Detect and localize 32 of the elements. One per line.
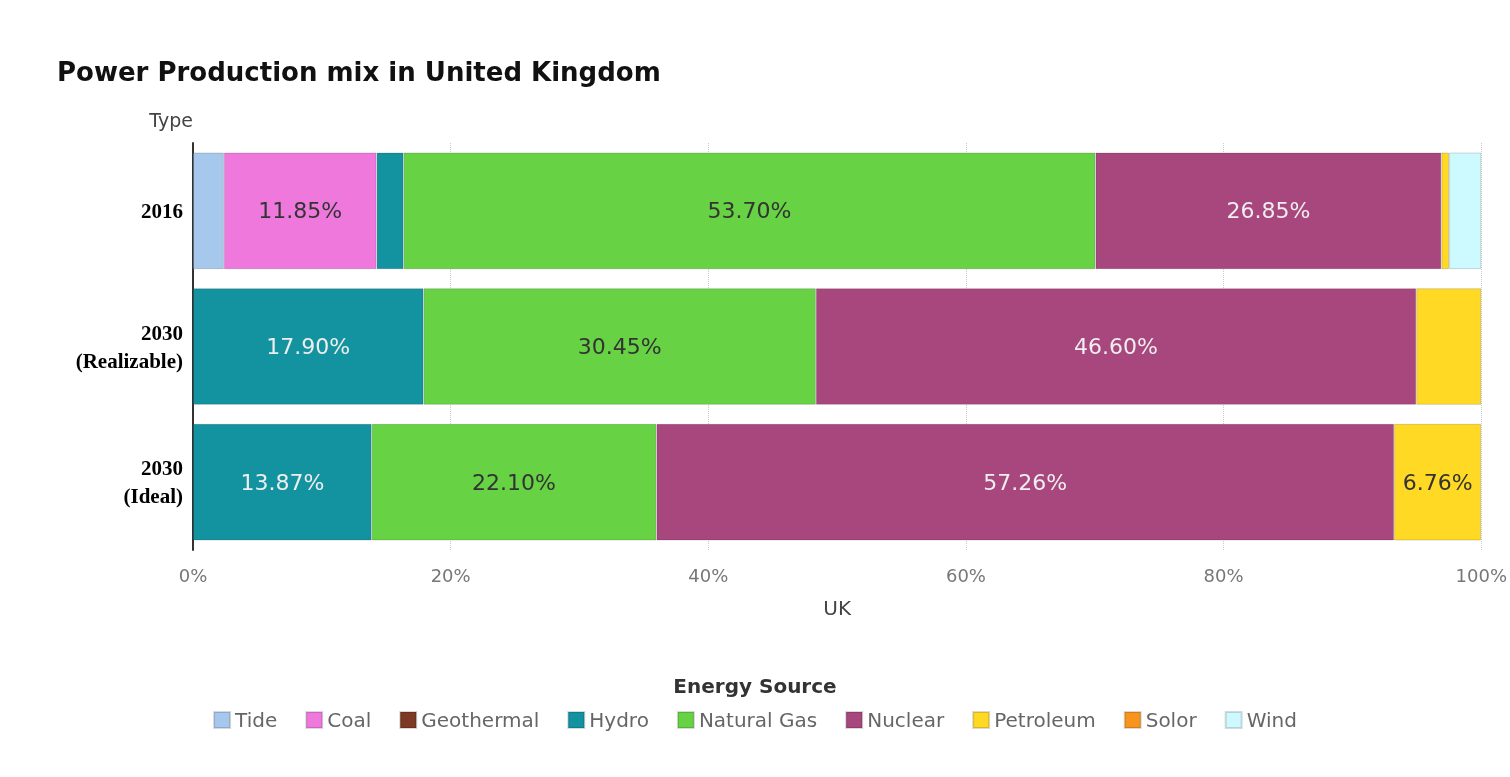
- x-tick-label: 100%: [1455, 564, 1507, 586]
- y-tick-label: 2016: [141, 198, 183, 223]
- legend-label: Petroleum: [994, 708, 1096, 732]
- data-label: 46.60%: [1074, 334, 1158, 359]
- legend-label: Tide: [234, 708, 278, 732]
- legend-title: Energy Source: [673, 674, 837, 698]
- legend-label: Coal: [327, 708, 372, 732]
- data-label: 11.85%: [258, 198, 343, 224]
- data-label: 53.70%: [707, 198, 792, 224]
- legend-label: Solor: [1145, 708, 1198, 732]
- x-tick-label: 0%: [178, 564, 208, 586]
- data-label: 30.45%: [577, 334, 662, 359]
- x-axis-title: UK: [823, 596, 852, 620]
- data-label: 6.76%: [1402, 469, 1473, 495]
- data-label: 17.90%: [266, 334, 351, 359]
- legend-label: Wind: [1246, 708, 1297, 732]
- legend-label: Natural Gas: [698, 708, 818, 732]
- y-tick-label: 2030 (Realizable): [75, 320, 184, 373]
- data-label: 26.85%: [1226, 198, 1311, 224]
- data-label: 22.10%: [472, 469, 556, 495]
- legend-label: Nuclear: [867, 708, 945, 732]
- legend-label: Geothermal: [421, 708, 540, 732]
- x-tick-label: 60%: [945, 564, 986, 586]
- data-label: 13.87%: [240, 469, 325, 495]
- chart-title: Power Production mix in United Kingdom: [57, 57, 661, 87]
- x-tick-label: 80%: [1203, 564, 1244, 586]
- legend-label: Hydro: [589, 708, 649, 732]
- x-tick-label: 40%: [688, 564, 729, 586]
- x-tick-label: 20%: [430, 564, 471, 586]
- data-label: 57.26%: [983, 469, 1068, 495]
- y-tick-label: 2030 (Ideal): [123, 456, 183, 509]
- y-axis-title: Type: [148, 108, 193, 131]
